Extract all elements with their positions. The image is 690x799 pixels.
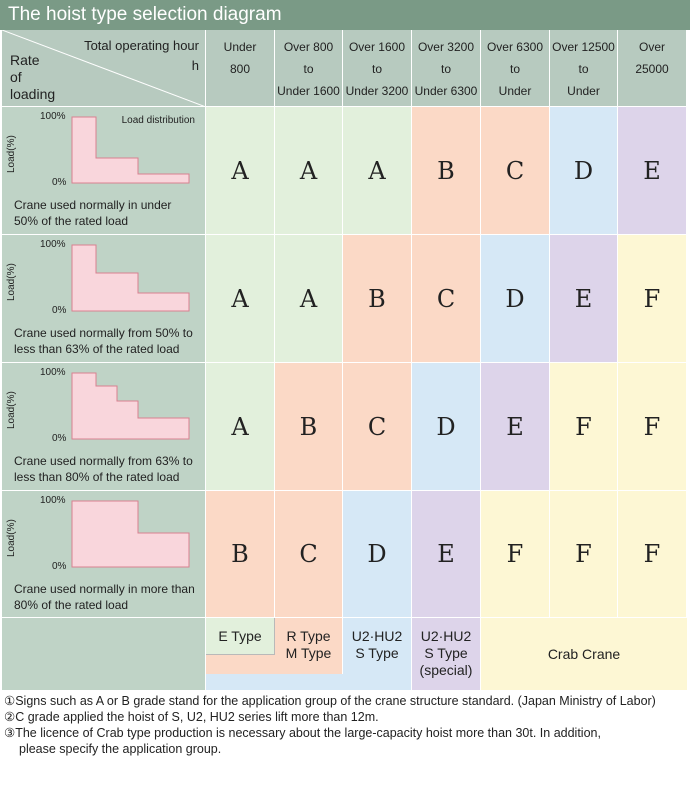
row-label-50-to-63: 100% 0% Load(%) Crane used normally from… — [2, 235, 206, 363]
y-max-tick: 100% — [40, 111, 66, 122]
grade-cell: E — [481, 363, 550, 491]
y-axis-label: Load(%) — [6, 135, 17, 173]
row-caption: Crane used normally in under 50% of the r… — [14, 198, 172, 228]
footer-type-rm: R Type M Type — [275, 618, 343, 674]
row-caption: Crane used normally from 50% to less than… — [14, 326, 193, 356]
load-distribution-chart — [71, 372, 190, 440]
grade-cell: F — [481, 491, 550, 618]
grade-cell: A — [206, 107, 275, 235]
grade-cell: B — [412, 107, 481, 235]
loading-rate-label: Rate of loading — [10, 52, 56, 102]
footer-type-e: E Type — [206, 618, 275, 655]
grade-cell: C — [481, 107, 550, 235]
grade-cell: E — [550, 235, 618, 363]
footnote-2: ②C grade applied the hoist of S, U2, HU2… — [4, 710, 379, 724]
y-axis-label: Load(%) — [6, 263, 17, 301]
column-header: Over 25000 — [618, 30, 687, 107]
grade-cell: D — [343, 491, 412, 618]
footer-blank — [2, 618, 206, 690]
grade-cell: B — [275, 363, 343, 491]
grade-cell: A — [275, 107, 343, 235]
grade-cell: E — [618, 107, 687, 235]
y-max-tick: 100% — [40, 239, 66, 250]
load-distribution-chart — [71, 116, 190, 184]
row-label-63-to-80: 100% 0% Load(%) Crane used normally from… — [2, 363, 206, 491]
footnote-3: ③The licence of Crab type production is … — [4, 726, 601, 740]
y-min-tick: 0% — [52, 433, 67, 444]
footnotes: ①Signs such as A or B grade stand for th… — [4, 693, 656, 757]
grade-cell: A — [275, 235, 343, 363]
column-header: Over 800 to Under 1600 — [275, 30, 343, 107]
grade-cell: A — [343, 107, 412, 235]
y-min-tick: 0% — [52, 305, 67, 316]
footer-type-crab-crane: Crab Crane — [481, 618, 687, 690]
grade-cell: F — [618, 491, 687, 618]
grade-cell: C — [412, 235, 481, 363]
row-label-under-50: 100% 0% Load(%) Load distribution Crane … — [2, 107, 206, 235]
grade-cell: C — [275, 491, 343, 618]
footnote-1: ①Signs such as A or B grade stand for th… — [4, 694, 656, 708]
y-min-tick: 0% — [52, 177, 67, 188]
corner-header: Total operating hour h Rate of loading — [2, 30, 206, 107]
grade-cell: F — [550, 363, 618, 491]
grade-cell: F — [550, 491, 618, 618]
y-max-tick: 100% — [40, 367, 66, 378]
y-axis-label: Load(%) — [6, 391, 17, 429]
load-distribution-chart — [71, 244, 190, 312]
grade-cell: A — [206, 363, 275, 491]
grade-cell: C — [343, 363, 412, 491]
column-header: Over 1600 to Under 3200 — [343, 30, 412, 107]
row-caption: Crane used normally from 63% to less than… — [14, 454, 193, 484]
grade-cell: D — [412, 363, 481, 491]
column-header: Over 3200 to Under 6300 — [412, 30, 481, 107]
load-distribution-chart — [71, 500, 190, 568]
grade-cell: D — [550, 107, 618, 235]
load-distribution-label: Load distribution — [121, 115, 195, 126]
footer-type-u2-s-special: U2·HU2 S Type (special) — [412, 618, 481, 690]
footer-type-u2-s: U2·HU2 S Type — [343, 618, 412, 690]
corner-diagonal — [2, 30, 206, 107]
y-min-tick: 0% — [52, 561, 67, 572]
grade-cell: B — [343, 235, 412, 363]
grade-cell: E — [412, 491, 481, 618]
row-caption: Crane used normally in more than 80% of t… — [14, 582, 195, 612]
column-header: Under 800 — [206, 30, 275, 107]
y-axis-label: Load(%) — [6, 519, 17, 557]
diagram-title: The hoist type selection diagram — [0, 0, 690, 30]
y-max-tick: 100% — [40, 495, 66, 506]
grade-cell: D — [481, 235, 550, 363]
footnote-3-continued: please specify the application group. — [19, 742, 222, 756]
grade-cell: F — [618, 363, 687, 491]
grade-cell: F — [618, 235, 687, 363]
operating-hour-label: Total operating hour h — [84, 38, 199, 73]
grade-cell: A — [206, 235, 275, 363]
row-label-over-80: 100% 0% Load(%) Crane used normally in m… — [2, 491, 206, 618]
grade-cell: B — [206, 491, 275, 618]
